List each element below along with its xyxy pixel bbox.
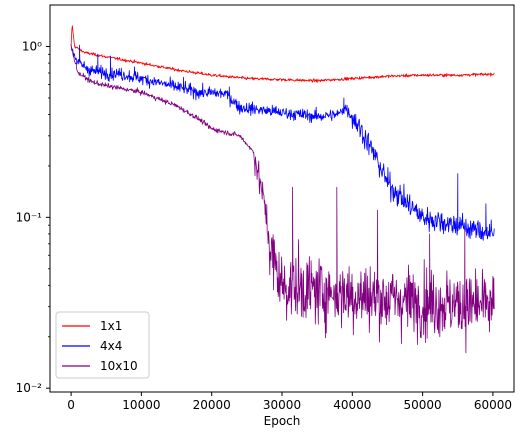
x-tick-label: 30000	[263, 398, 301, 412]
x-tick-label: 40000	[333, 398, 371, 412]
x-tick-label: 50000	[404, 398, 442, 412]
y-tick-label: 10⁻¹	[16, 210, 43, 224]
x-tick-label: 10000	[122, 398, 160, 412]
legend: 1x1 4x4 10x10	[56, 312, 149, 378]
x-tick-label: 60000	[474, 398, 512, 412]
x-axis-label: Epoch	[264, 414, 301, 428]
y-tick-label: 10⁻²	[16, 381, 43, 395]
legend-label-10x10: 10x10	[100, 359, 138, 373]
legend-label-1x1: 1x1	[100, 319, 122, 333]
legend-label-4x4: 4x4	[100, 339, 122, 353]
y-tick-label: 10⁰	[22, 40, 42, 54]
x-tick-label: 20000	[193, 398, 231, 412]
x-tick-label: 0	[67, 398, 75, 412]
